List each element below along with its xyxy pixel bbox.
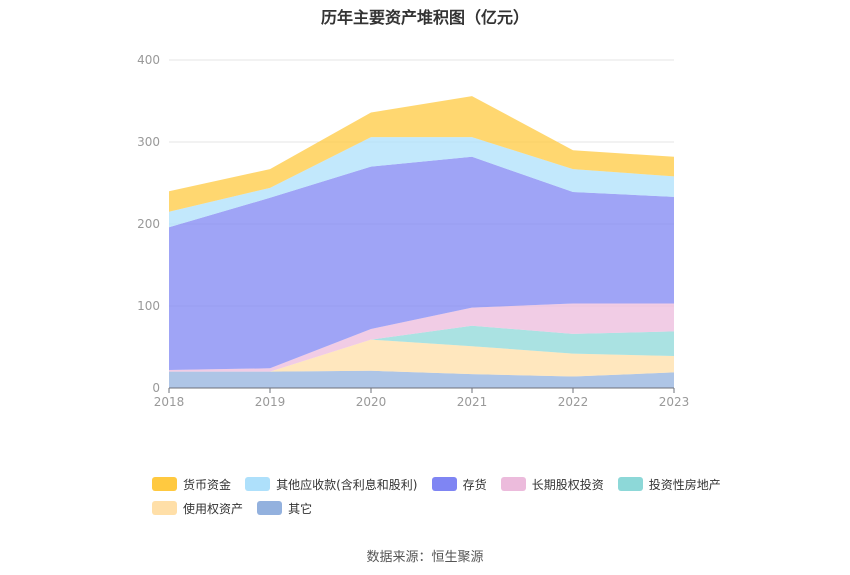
legend-swatch-long-term-equity bbox=[500, 477, 526, 491]
legend-item-inventory[interactable]: 存货 bbox=[431, 472, 487, 496]
area-series-2[interactable] bbox=[169, 325, 674, 372]
legend-item-cash[interactable]: 货币资金 bbox=[152, 472, 231, 496]
legend-label-long-term-equity: 长期股权投资 bbox=[531, 477, 604, 492]
y-tick-label: 300 bbox=[137, 135, 160, 149]
data-source: 数据来源：恒生聚源 bbox=[366, 550, 484, 565]
chart-title: 历年主要资产堆积图（亿元） bbox=[320, 8, 529, 27]
y-tick-label: 200 bbox=[137, 217, 160, 231]
legend-item-long-term-equity[interactable]: 长期股权投资 bbox=[500, 472, 604, 496]
area-series-4[interactable] bbox=[169, 156, 674, 370]
y-tick-label: 100 bbox=[137, 299, 160, 313]
legend-label-inventory: 存货 bbox=[462, 477, 487, 492]
y-tick-label: 400 bbox=[137, 53, 160, 67]
area-series-5[interactable] bbox=[169, 137, 674, 228]
legend: 货币资金 其他应收款(含利息和股利) 存货 长期股权投资 投资性房地产 使用权资… bbox=[152, 472, 752, 520]
y-tick-label: 0 bbox=[152, 381, 160, 395]
legend-swatch-right-of-use bbox=[152, 501, 177, 515]
legend-label-cash: 货币资金 bbox=[183, 477, 232, 492]
area-series-3[interactable] bbox=[169, 303, 674, 372]
legend-item-other[interactable]: 其它 bbox=[257, 496, 312, 520]
x-tick-label: 2021 bbox=[457, 395, 488, 409]
legend-swatch-cash bbox=[152, 477, 177, 491]
area-series bbox=[169, 96, 674, 388]
x-tick-label: 2019 bbox=[255, 395, 286, 409]
legend-swatch-investment-property bbox=[617, 477, 643, 491]
legend-label-other-receivables: 其他应收款(含利息和股利) bbox=[276, 477, 418, 492]
x-tick-label: 2023 bbox=[659, 395, 690, 409]
x-tick-label: 2022 bbox=[558, 395, 589, 409]
x-tick-label: 2018 bbox=[154, 395, 185, 409]
axes: 0 100 200 300 400 2018 2019 2020 2021 2022 2023 bbox=[137, 53, 689, 409]
legend-item-right-of-use[interactable]: 使用权资产 bbox=[152, 496, 243, 520]
x-tick-label: 2020 bbox=[356, 395, 387, 409]
area-series-0[interactable] bbox=[169, 370, 674, 388]
legend-item-other-receivables[interactable]: 其他应收款(含利息和股利) bbox=[245, 472, 417, 496]
legend-swatch-other bbox=[257, 501, 283, 515]
area-series-6[interactable] bbox=[169, 96, 674, 212]
legend-label-investment-property: 投资性房地产 bbox=[648, 477, 721, 492]
legend-item-investment-property[interactable]: 投资性房地产 bbox=[617, 472, 721, 496]
legend-label-other: 其它 bbox=[288, 501, 313, 516]
legend-label-right-of-use: 使用权资产 bbox=[183, 501, 244, 516]
legend-swatch-other-receivables bbox=[245, 477, 271, 491]
area-series-1[interactable] bbox=[169, 339, 674, 377]
legend-swatch-inventory bbox=[431, 477, 457, 491]
